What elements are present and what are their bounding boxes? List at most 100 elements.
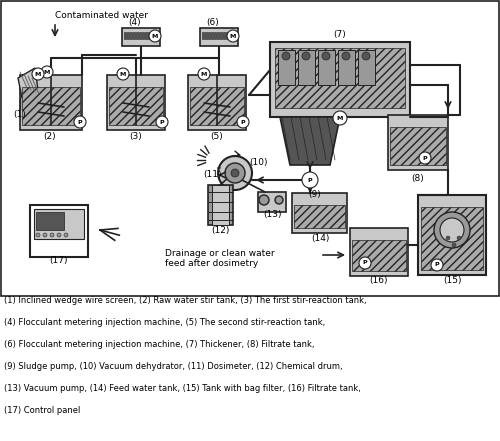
Text: P: P [78, 120, 82, 124]
Bar [212, 185, 229, 225]
Bar [142, 32, 144, 39]
Text: (12): (12) [211, 225, 229, 235]
Polygon shape [280, 117, 340, 165]
Bar [350, 228, 408, 276]
Circle shape [452, 243, 456, 247]
Text: P: P [240, 120, 246, 124]
Bar [223, 32, 225, 39]
Circle shape [333, 111, 347, 125]
Text: (9): (9) [308, 190, 322, 198]
Bar [352, 240, 406, 271]
Bar [294, 205, 345, 228]
Bar [188, 75, 246, 130]
Bar [205, 32, 207, 39]
Circle shape [302, 52, 310, 60]
Bar [157, 32, 159, 39]
Circle shape [74, 116, 86, 128]
Bar [200, 28, 238, 46]
Bar [258, 192, 286, 212]
Circle shape [275, 196, 283, 204]
Circle shape [431, 259, 443, 271]
Circle shape [419, 152, 431, 164]
Bar [36, 212, 64, 230]
Circle shape [440, 218, 464, 242]
Bar [229, 32, 231, 39]
Text: (17): (17) [50, 255, 68, 265]
Circle shape [36, 233, 40, 237]
Circle shape [41, 66, 53, 78]
Text: M: M [201, 71, 207, 76]
Text: (6) Flocculant metering injection machine, (7) Thickener, (8) Filtrate tank,: (6) Flocculant metering injection machin… [4, 340, 314, 349]
Bar [208, 32, 210, 39]
Circle shape [434, 212, 470, 248]
Text: P: P [422, 156, 428, 161]
Bar [275, 48, 405, 108]
Text: (16): (16) [369, 276, 387, 284]
Text: P: P [434, 262, 440, 268]
Circle shape [227, 30, 239, 42]
Text: P: P [160, 120, 164, 124]
Bar [232, 32, 234, 39]
Bar [421, 207, 483, 270]
Bar [124, 32, 126, 39]
Text: (13) Vacuum pump, (14) Feed water tank, (15) Tank with bag filter, (16) Filtrate: (13) Vacuum pump, (14) Feed water tank, … [4, 384, 361, 393]
Bar [148, 32, 150, 39]
Bar [338, 50, 355, 85]
Circle shape [149, 30, 161, 42]
Circle shape [259, 195, 269, 205]
Circle shape [231, 169, 239, 177]
Polygon shape [18, 68, 38, 98]
Text: (10): (10) [249, 158, 267, 168]
Bar [292, 193, 347, 233]
Bar [390, 127, 446, 165]
Text: (15): (15) [443, 276, 461, 284]
Circle shape [342, 52, 350, 60]
Text: (13): (13) [263, 210, 281, 220]
Text: (4): (4) [128, 18, 141, 26]
Bar [34, 209, 84, 239]
Bar [30, 205, 88, 257]
Bar [388, 115, 448, 170]
Circle shape [50, 233, 54, 237]
Bar [1, 1, 499, 296]
Circle shape [225, 163, 245, 183]
Circle shape [117, 68, 129, 80]
Bar [190, 87, 244, 125]
Bar [145, 32, 147, 39]
Bar [418, 195, 486, 275]
Text: (5): (5) [210, 132, 224, 142]
Bar [318, 50, 335, 85]
Text: (1): (1) [14, 111, 26, 120]
Circle shape [218, 156, 252, 190]
Bar [358, 50, 375, 85]
Text: (6): (6) [206, 18, 220, 26]
Text: M: M [337, 116, 343, 120]
Text: M: M [44, 70, 50, 75]
Text: (14): (14) [311, 233, 329, 243]
Circle shape [322, 52, 330, 60]
Text: M: M [120, 71, 126, 76]
Text: (17) Control panel: (17) Control panel [4, 406, 80, 415]
Circle shape [64, 233, 68, 237]
Text: (7): (7) [334, 30, 346, 40]
Bar [151, 32, 153, 39]
Bar [217, 32, 219, 39]
Bar [211, 32, 213, 39]
Circle shape [156, 116, 168, 128]
Bar [235, 32, 237, 39]
Bar [122, 28, 160, 46]
Text: (8): (8) [412, 173, 424, 183]
Bar [208, 185, 233, 225]
Bar [154, 32, 156, 39]
Text: M: M [152, 34, 158, 38]
Circle shape [457, 236, 461, 240]
Bar [226, 32, 228, 39]
Text: (9) Sludge pump, (10) Vacuum dehydrator, (11) Dosimeter, (12) Chemical drum,: (9) Sludge pump, (10) Vacuum dehydrator,… [4, 362, 342, 371]
Bar [270, 42, 410, 117]
Bar [130, 32, 132, 39]
Text: P: P [308, 177, 312, 183]
Text: (11): (11) [204, 171, 222, 179]
Bar [214, 32, 216, 39]
Text: P: P [362, 261, 368, 265]
Text: (4) Flocculant metering injection machine, (5) The second stir-reaction tank,: (4) Flocculant metering injection machin… [4, 318, 325, 327]
